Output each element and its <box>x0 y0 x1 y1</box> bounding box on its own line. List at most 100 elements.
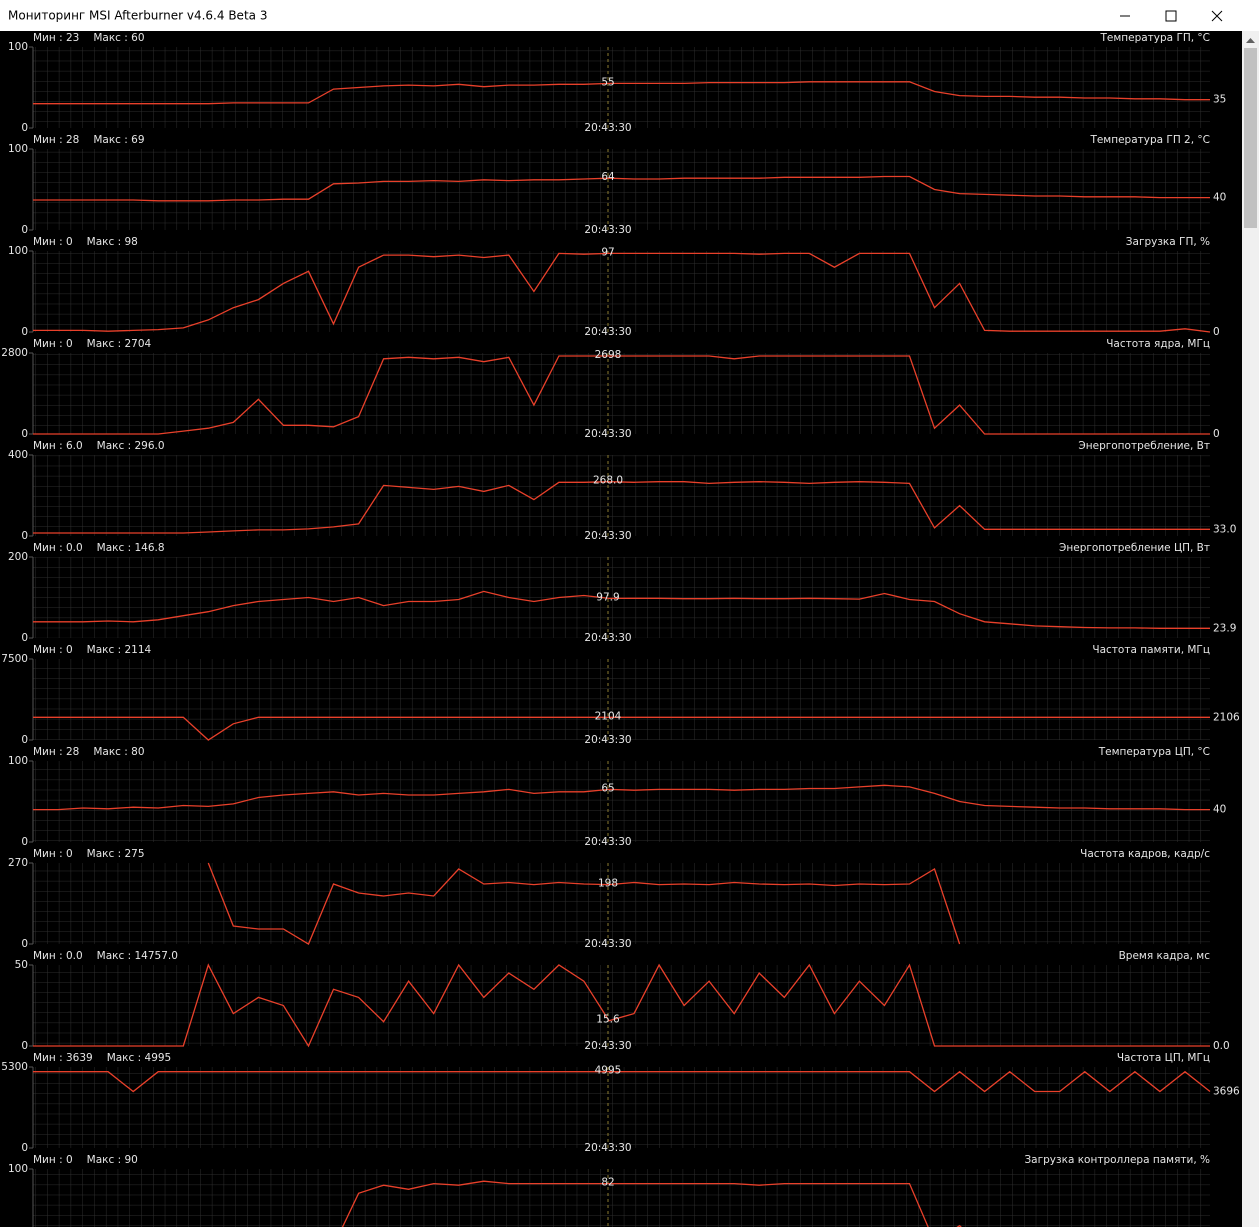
y-tick-label: 5300 <box>1 1061 28 1073</box>
title-bar <box>0 0 1259 31</box>
graph-label: Частота памяти, МГц <box>1092 644 1210 656</box>
max-label: Макс : 2114 <box>87 644 152 656</box>
y-tick-label: 200 <box>8 551 28 563</box>
cursor-value: 2698 <box>595 349 622 361</box>
y-tick-label: 50 <box>15 959 28 971</box>
current-value: 0.0 <box>1213 1040 1230 1052</box>
graph-label: Частота ЦП, МГц <box>1117 1052 1210 1064</box>
cursor-value: 97 <box>601 246 614 258</box>
max-label: Макс : 275 <box>87 848 145 860</box>
cursor-value: 82 <box>601 1177 614 1189</box>
graph-label: Температура ЦП, °C <box>1098 746 1210 758</box>
graph-grid <box>33 863 1210 944</box>
current-value: 0 <box>1213 326 1220 338</box>
maximize-button[interactable] <box>1165 10 1177 22</box>
y-tick-label: 100 <box>8 41 28 53</box>
graph-label: Частота ядра, МГц <box>1106 338 1210 350</box>
min-label: Мин : 0 <box>33 848 73 860</box>
y-tick-label: 0 <box>21 428 28 440</box>
min-label: Мин : 6.0 <box>33 440 83 452</box>
min-label: Мин : 3639 <box>33 1052 93 1064</box>
graph-label: Энергопотребление, Вт <box>1078 440 1210 452</box>
graph-line <box>33 716 1210 741</box>
graph-label: Энергопотребление ЦП, Вт <box>1059 542 1210 554</box>
max-label: Макс : 296.0 <box>97 440 165 452</box>
min-label: Мин : 0.0 <box>33 950 83 962</box>
max-label: Макс : 2704 <box>87 338 152 350</box>
current-value: 35 <box>1213 94 1226 106</box>
graph-grid <box>33 1169 1210 1227</box>
min-label: Мин : 0.0 <box>33 542 83 554</box>
y-tick-label: 0 <box>21 632 28 644</box>
y-tick-label: 0 <box>21 1040 28 1052</box>
current-value: 40 <box>1213 804 1226 816</box>
graph-line <box>33 963 1210 1048</box>
current-value: 40 <box>1213 192 1226 204</box>
cursor-time: 20:43:30 <box>584 326 631 338</box>
graphs: Мин : 23 Макс : 60 Температура ГП, °C 0 100 5… <box>1 32 1240 1227</box>
y-tick-label: 100 <box>8 245 28 257</box>
graph-line <box>33 784 1210 811</box>
graph-label: Температура ГП 2, °C <box>1089 134 1210 146</box>
graph-label: Загрузка ГП, % <box>1126 236 1210 248</box>
cursor-value: 198 <box>598 878 618 890</box>
graph-grid <box>33 47 1210 128</box>
current-value: 0 <box>1213 428 1220 440</box>
cursor-value: 97.9 <box>596 591 619 603</box>
min-label: Мин : 0 <box>33 236 73 248</box>
graph-line <box>207 862 961 945</box>
graph-grid <box>33 761 1210 842</box>
max-label: Макс : 4995 <box>107 1052 172 1064</box>
cursor-value: 4995 <box>595 1065 622 1077</box>
cursor-value: 268.0 <box>593 475 623 487</box>
close-button[interactable] <box>1211 10 1223 22</box>
y-tick-label: 7500 <box>1 653 28 665</box>
min-label: Мин : 28 <box>33 134 79 146</box>
cursor-value: 65 <box>601 782 614 794</box>
current-value: 3696 <box>1213 1086 1240 1098</box>
graph-grid <box>33 251 1210 332</box>
current-value: 23.9 <box>1213 622 1236 634</box>
y-tick-label: 100 <box>8 755 28 767</box>
y-tick-label: 0 <box>21 326 28 338</box>
graph-grid <box>33 149 1210 230</box>
cursor-time: 20:43:30 <box>584 428 631 440</box>
y-tick-label: 0 <box>21 530 28 542</box>
graph-line <box>33 481 1210 534</box>
graph-grid <box>33 353 1210 434</box>
graph-grid <box>33 965 1210 1046</box>
scrollbar[interactable] <box>1242 31 1259 1227</box>
cursor-value: 55 <box>601 76 614 88</box>
min-label: Мин : 28 <box>33 746 79 758</box>
cursor-time: 20:43:30 <box>584 122 631 134</box>
graph-line <box>33 1070 1211 1093</box>
max-label: Макс : 60 <box>93 32 144 44</box>
cursor-value: 64 <box>601 171 615 183</box>
min-label: Мин : 23 <box>33 32 79 44</box>
cursor-time: 20:43:30 <box>584 1142 631 1154</box>
graph-grid <box>33 455 1210 536</box>
graph-line <box>33 252 1211 333</box>
current-value: 2106 <box>1213 711 1240 723</box>
cursor-value: 2104 <box>595 710 622 722</box>
max-label: Макс : 90 <box>87 1154 138 1166</box>
y-tick-label: 270 <box>8 857 28 869</box>
max-label: Макс : 14757.0 <box>97 950 178 962</box>
current-value: 33.0 <box>1213 523 1236 535</box>
cursor-value: 15.6 <box>596 1014 620 1026</box>
cursor-time: 20:43:30 <box>584 530 631 542</box>
y-tick-label: 400 <box>8 449 28 461</box>
window-title: Мониторинг MSI Afterburner v4.6.4 Beta 3 <box>8 9 267 23</box>
scrollbar-thumb[interactable] <box>1244 48 1257 228</box>
scroll-up[interactable] <box>1246 38 1255 43</box>
graph-line <box>33 590 1210 629</box>
y-tick-label: 0 <box>21 1142 28 1154</box>
max-label: Макс : 80 <box>93 746 144 758</box>
graph-grid <box>33 1067 1210 1148</box>
y-tick-label: 0 <box>21 122 28 134</box>
cursor-time: 20:43:30 <box>584 938 631 950</box>
max-label: Макс : 98 <box>87 236 138 248</box>
graph-line <box>341 1180 962 1227</box>
y-tick-label: 0 <box>21 938 28 950</box>
y-tick-label: 0 <box>21 224 28 236</box>
